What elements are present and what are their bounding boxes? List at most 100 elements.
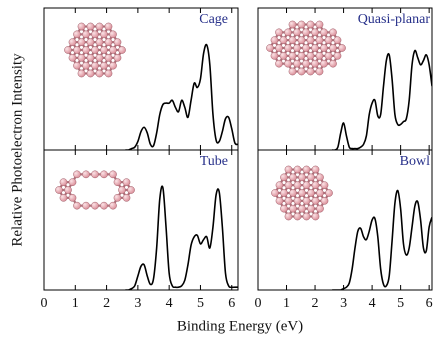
atom bbox=[64, 186, 71, 193]
atom bbox=[325, 37, 332, 44]
atom bbox=[280, 189, 287, 196]
atom bbox=[82, 62, 89, 69]
atom bbox=[284, 29, 291, 36]
atom bbox=[96, 39, 103, 46]
atom bbox=[303, 197, 310, 204]
atom bbox=[60, 194, 67, 201]
atom bbox=[307, 189, 314, 196]
atom bbox=[275, 44, 282, 51]
atom bbox=[293, 44, 300, 51]
atom bbox=[311, 29, 318, 36]
atom bbox=[105, 39, 112, 46]
atom bbox=[307, 205, 314, 212]
atom bbox=[69, 194, 76, 201]
atom bbox=[271, 52, 278, 59]
atom bbox=[91, 202, 98, 209]
panel-frame bbox=[258, 150, 432, 290]
atom bbox=[69, 39, 76, 46]
panel-title: Tube bbox=[200, 154, 228, 169]
atom bbox=[118, 186, 125, 193]
atom bbox=[87, 39, 94, 46]
atom bbox=[316, 205, 323, 212]
atom bbox=[109, 202, 116, 209]
atom bbox=[289, 68, 296, 75]
x-tick-label: 4 bbox=[166, 296, 173, 311]
atom bbox=[73, 31, 80, 38]
atom bbox=[307, 174, 314, 181]
spectrum-line bbox=[332, 190, 432, 290]
atom bbox=[123, 194, 130, 201]
atom bbox=[307, 52, 314, 59]
atom bbox=[334, 52, 341, 59]
atom bbox=[289, 52, 296, 59]
x-tick-label: 1 bbox=[283, 296, 290, 311]
atom bbox=[311, 60, 318, 67]
atom bbox=[302, 29, 309, 36]
cluster-image bbox=[64, 23, 125, 77]
atom bbox=[109, 46, 116, 53]
atom bbox=[284, 60, 291, 67]
atom bbox=[87, 70, 94, 77]
atom bbox=[294, 197, 301, 204]
atom bbox=[302, 60, 309, 67]
atom bbox=[118, 46, 125, 53]
atom bbox=[87, 54, 94, 61]
atom bbox=[73, 202, 80, 209]
atom bbox=[294, 213, 301, 220]
atom bbox=[303, 213, 310, 220]
x-tick-label: 2 bbox=[103, 296, 110, 311]
atom bbox=[276, 197, 283, 204]
atom bbox=[329, 44, 336, 51]
atom bbox=[289, 189, 296, 196]
atom bbox=[91, 62, 98, 69]
panel-title: Bowl bbox=[400, 154, 430, 169]
panel-title: Quasi-planar bbox=[358, 12, 431, 27]
atom bbox=[82, 171, 89, 178]
x-tick-label: 5 bbox=[397, 296, 404, 311]
atom bbox=[285, 197, 292, 204]
x-tick-label: 3 bbox=[340, 296, 347, 311]
cluster-image bbox=[55, 171, 134, 210]
atom bbox=[294, 166, 301, 173]
atom bbox=[82, 31, 89, 38]
atom bbox=[312, 182, 319, 189]
atom bbox=[280, 174, 287, 181]
atom bbox=[109, 31, 116, 38]
atom bbox=[325, 52, 332, 59]
atom bbox=[289, 37, 296, 44]
figure: Relative Photoelectron Intensity Binding… bbox=[0, 0, 433, 339]
spectrum-line bbox=[125, 186, 238, 290]
atom bbox=[338, 44, 345, 51]
atom bbox=[334, 37, 341, 44]
plot-area bbox=[332, 190, 432, 290]
atom bbox=[320, 60, 327, 67]
atom bbox=[316, 21, 323, 28]
atom bbox=[280, 37, 287, 44]
atom bbox=[100, 202, 107, 209]
atom bbox=[276, 182, 283, 189]
atom bbox=[316, 174, 323, 181]
atom bbox=[78, 54, 85, 61]
atom bbox=[60, 179, 67, 186]
atom bbox=[293, 60, 300, 67]
atom bbox=[312, 197, 319, 204]
cluster-image bbox=[266, 21, 345, 75]
atom bbox=[114, 54, 121, 61]
atom bbox=[91, 46, 98, 53]
x-tick-label: 3 bbox=[134, 296, 141, 311]
atom bbox=[280, 205, 287, 212]
atom bbox=[109, 62, 116, 69]
atom bbox=[289, 174, 296, 181]
atom bbox=[55, 186, 62, 193]
atom bbox=[87, 23, 94, 30]
atom bbox=[316, 37, 323, 44]
atom bbox=[100, 171, 107, 178]
atom bbox=[114, 194, 121, 201]
atom bbox=[316, 52, 323, 59]
atom bbox=[82, 46, 89, 53]
x-tick-label: 2 bbox=[312, 296, 319, 311]
atom bbox=[316, 189, 323, 196]
atom bbox=[78, 70, 85, 77]
atom bbox=[303, 182, 310, 189]
atom bbox=[289, 205, 296, 212]
